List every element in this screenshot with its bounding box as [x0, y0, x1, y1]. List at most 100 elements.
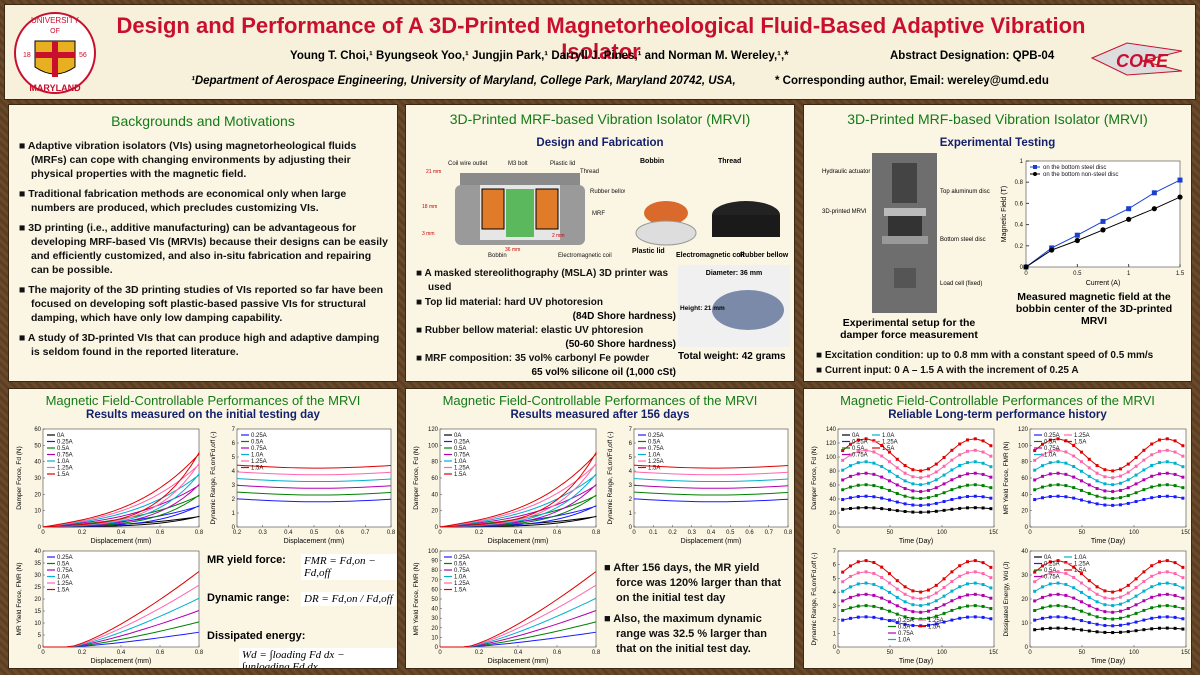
marker [1087, 629, 1091, 633]
marker [973, 581, 977, 585]
marker [864, 437, 868, 441]
marker [1134, 500, 1138, 504]
x-tick-label: 0.6 [156, 650, 165, 656]
marker [880, 565, 884, 569]
marker [950, 497, 954, 501]
plot-area [42, 550, 200, 648]
marker [1118, 609, 1122, 613]
marker [950, 468, 954, 472]
marker [1033, 498, 1037, 502]
legend-label: 0.75A [57, 453, 73, 459]
curve [236, 478, 392, 483]
panel-heading: 3D-Printed MRF-based Vibration Isolator … [847, 111, 1148, 127]
legend-label: 1.0A [898, 638, 910, 644]
marker [1103, 503, 1107, 507]
x-tick-label: 0 [836, 650, 840, 656]
marker [1126, 462, 1130, 466]
marker [864, 483, 868, 487]
marker [848, 496, 852, 500]
bullet: 3D printing (i.e., additive manufacturin… [19, 221, 389, 277]
marker [1072, 596, 1076, 600]
marker [880, 575, 884, 579]
marker [1173, 604, 1177, 608]
marker [872, 560, 876, 564]
marker [1173, 593, 1177, 597]
y-tick-label: 120 [1018, 427, 1029, 433]
bullet: A masked stereolithography (MSLA) 3D pri… [416, 267, 676, 295]
panel: Magnetic Field-Controllable Performances… [803, 388, 1192, 669]
marker [989, 596, 993, 600]
y-tick-label: 60 [431, 476, 438, 482]
marker [989, 565, 993, 569]
marker [848, 616, 852, 620]
logo-text: CORE [1116, 51, 1169, 71]
marker [856, 560, 860, 564]
y-axis-label: Dissipated Energy, Wd (J) [1003, 561, 1010, 636]
legend-label: 0.25A [1044, 562, 1060, 568]
legend-label: 1.0A [882, 433, 894, 439]
design-diagram: Coil wire outlet M3 bolt Plastic lid Thread… [422, 161, 625, 259]
marker [1177, 194, 1183, 200]
photo-label: Bobbin [640, 158, 664, 165]
marker [1033, 580, 1037, 584]
marker [1033, 488, 1037, 492]
marker [895, 457, 899, 461]
marker [989, 576, 993, 580]
photo-label: Thread [718, 158, 741, 165]
marker [950, 458, 954, 462]
y-tick-label: 100 [826, 455, 837, 461]
marker [1177, 177, 1183, 183]
curve [42, 472, 200, 528]
marker [926, 588, 930, 592]
marker [1111, 597, 1115, 601]
marker [1150, 453, 1154, 457]
x-axis-label: Time (Day) [899, 538, 933, 545]
marker [958, 506, 962, 510]
x-tick-label: 100 [1129, 530, 1140, 536]
marker [973, 506, 977, 510]
marker [1103, 589, 1107, 593]
marker [1064, 450, 1068, 454]
legend-label: 0A [57, 433, 64, 439]
marker [903, 487, 907, 491]
marker [1079, 450, 1083, 454]
marker [1142, 448, 1146, 452]
x-tick-label: 0 [632, 530, 636, 536]
marker [1165, 559, 1169, 563]
marker [942, 500, 946, 504]
x-tick-label: 0.4 [707, 530, 716, 536]
marker [1087, 457, 1091, 461]
curve [439, 494, 597, 528]
x-tick-label: 50 [1079, 650, 1086, 656]
marker [1134, 473, 1138, 477]
marker [848, 606, 852, 610]
bellow-photo [712, 215, 780, 237]
marker [950, 589, 954, 593]
marker [1126, 478, 1130, 482]
bullet-list: Adaptive vibration isolators (VIs) using… [19, 139, 389, 365]
marker [903, 502, 907, 506]
marker [903, 464, 907, 468]
marker [1118, 467, 1122, 471]
marker [1048, 472, 1052, 476]
marker [1087, 500, 1091, 504]
marker [973, 448, 977, 452]
x-tick-label: 0.5 [310, 530, 319, 536]
marker [1100, 227, 1106, 233]
panel-subheading: Reliable Long-term performance history [888, 409, 1107, 421]
marker [1103, 603, 1107, 607]
diagram-label: M3 bolt [508, 161, 528, 167]
coil [535, 188, 559, 230]
logo-right: CORE [1090, 42, 1183, 76]
x-tick-label: 0.6 [156, 530, 165, 536]
marker [1048, 560, 1052, 564]
marker [895, 604, 899, 608]
marker [942, 473, 946, 477]
x-tick-label: 50 [887, 650, 894, 656]
legend-label: 1.0A [57, 575, 69, 581]
y-tick-label: 80 [829, 469, 836, 475]
marker [1040, 485, 1044, 489]
y-tick-label: 0 [232, 525, 236, 531]
marker [1064, 571, 1068, 575]
bullet-list: After 156 days, the MR yield force was 1… [604, 561, 784, 663]
